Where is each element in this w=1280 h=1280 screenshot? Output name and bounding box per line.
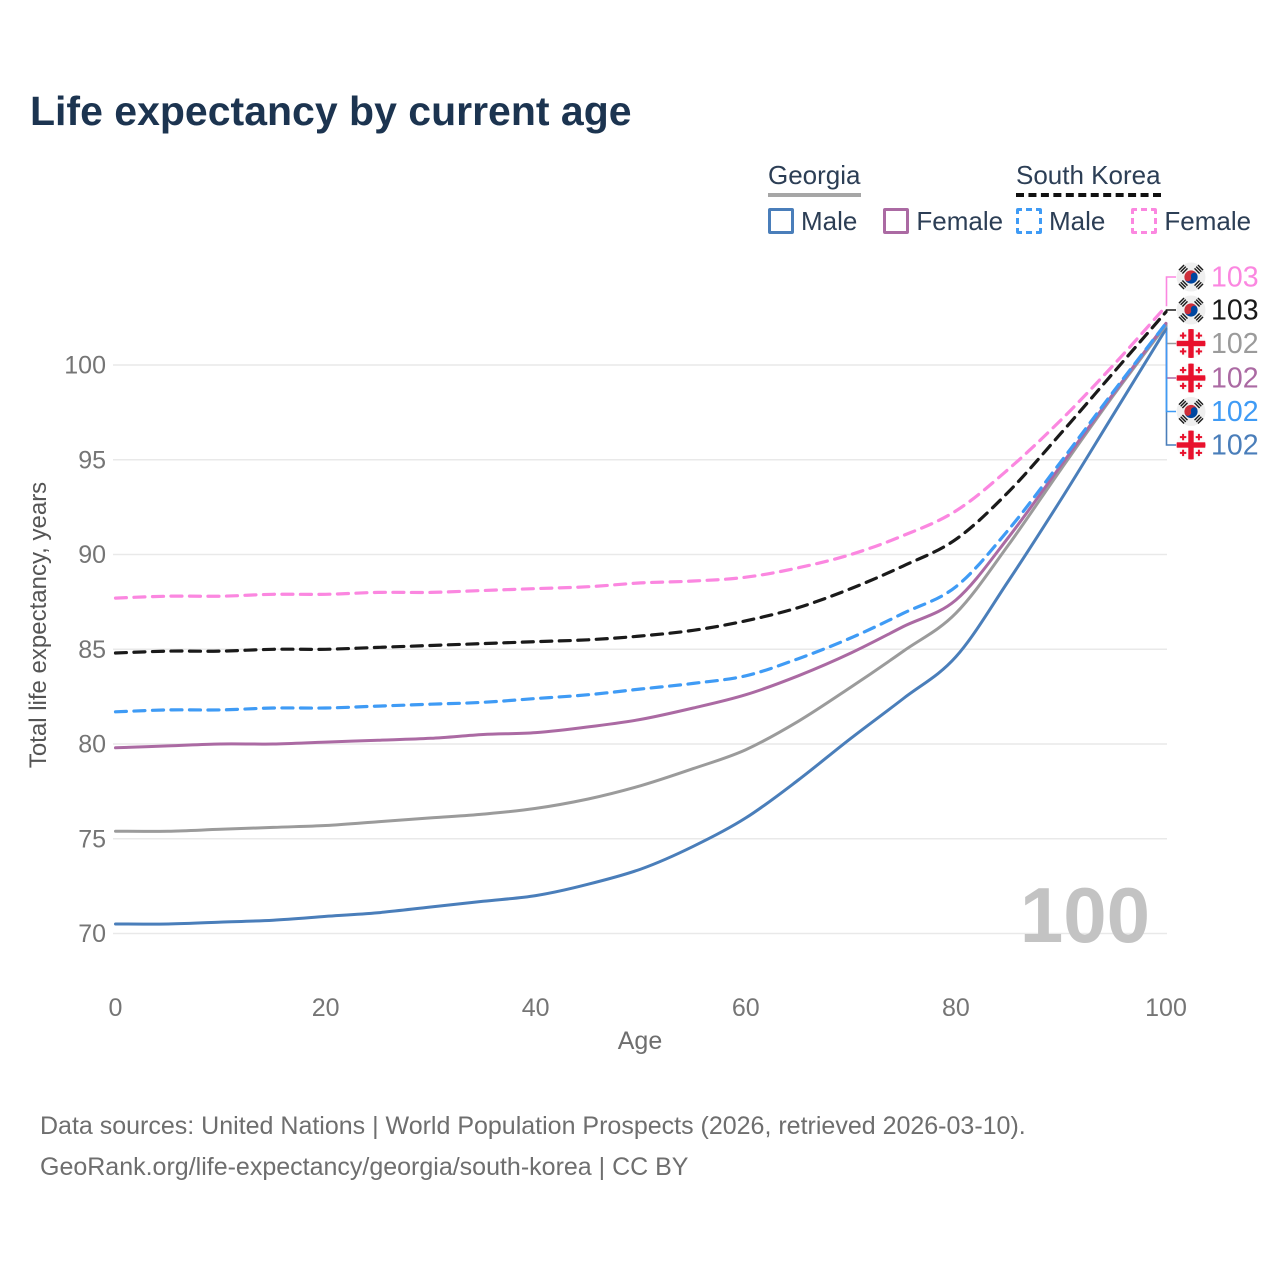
series-line-south-korea-male[interactable] <box>113 321 1168 714</box>
legend-row-georgia: Male Female <box>768 206 1003 237</box>
end-value-label-south-korea-female: 103 <box>1211 262 1259 294</box>
georgia-female-swatch-icon <box>883 208 910 235</box>
legend-item-georgia-male[interactable]: Male <box>768 206 857 237</box>
x-axis-title: Age <box>618 1027 662 1055</box>
legend-row-south-korea: Male Female <box>1016 206 1251 237</box>
legend-south-korea-male-label: Male <box>1049 205 1106 236</box>
x-tick-20: 20 <box>312 994 340 1022</box>
connector-georgia-total <box>1165 325 1176 345</box>
footer: Data sources: United Nations | World Pop… <box>40 1106 1026 1187</box>
georgia-flag-icon-georgia-total <box>1176 329 1206 358</box>
x-tick-60: 60 <box>732 994 760 1022</box>
y-tick-100: 100 <box>64 352 106 380</box>
x-tick-40: 40 <box>522 994 550 1022</box>
georgia-flag-icon-georgia-male <box>1176 430 1206 460</box>
y-axis-title: Total life expectancy, years <box>25 482 52 768</box>
end-value-label-south-korea-male: 102 <box>1211 396 1259 428</box>
legend-item-south-korea-female[interactable]: Female <box>1131 206 1251 237</box>
end-value-label-georgia-total: 102 <box>1211 328 1259 360</box>
y-tick-80: 80 <box>78 731 106 759</box>
legend-item-south-korea-male[interactable]: Male <box>1016 206 1105 237</box>
footer-attribution-link: GeoRank.org/life-expectancy/georgia/sout… <box>40 1152 689 1181</box>
series-line-south-korea-female[interactable] <box>113 304 1168 600</box>
legend-group-south-korea: South Korea Male Female <box>1016 161 1251 237</box>
legend-georgia-label[interactable]: Georgia <box>768 161 861 197</box>
page-title: Life expectancy by current age <box>30 88 632 134</box>
end-label-connectors <box>1165 276 1176 446</box>
series-line-south-korea-total[interactable] <box>113 310 1168 655</box>
legend-georgia-male-label: Male <box>801 205 858 236</box>
georgia-flag-icon-georgia-female <box>1176 363 1206 393</box>
footer-data-sources: Data sources: United Nations | World Pop… <box>40 1112 1026 1140</box>
connector-georgia-male <box>1165 329 1176 446</box>
end-value-label-georgia-female: 102 <box>1211 363 1259 395</box>
y-tick-95: 95 <box>78 446 106 474</box>
y-tick-70: 70 <box>78 920 106 948</box>
legend-group-georgia: Georgia Male Female <box>768 161 1003 237</box>
x-tick-0: 0 <box>109 994 123 1022</box>
x-tick-80: 80 <box>942 994 970 1022</box>
legend-item-georgia-female[interactable]: Female <box>883 206 1003 237</box>
x-tick-100: 100 <box>1145 994 1187 1022</box>
y-tick-75: 75 <box>78 825 106 853</box>
connector-georgia-female <box>1165 323 1176 379</box>
south-korea-flag-icon-south-korea-total <box>1176 295 1206 325</box>
end-value-label-georgia-male: 102 <box>1211 430 1259 462</box>
south-korea-male-swatch-icon <box>1016 208 1042 235</box>
series-line-georgia-total[interactable] <box>114 323 1168 833</box>
georgia-male-swatch-icon <box>768 208 794 235</box>
south-korea-female-swatch-icon <box>1131 208 1158 235</box>
series-lines <box>113 304 1168 926</box>
series-line-georgia-female[interactable] <box>114 321 1168 750</box>
end-value-label-south-korea-total: 103 <box>1211 295 1259 327</box>
legend-south-korea-female-label: Female <box>1164 205 1252 236</box>
series-line-georgia-male[interactable] <box>114 327 1168 926</box>
connector-south-korea-total <box>1165 309 1176 312</box>
legend: Georgia Male Female South Korea Male <box>0 0 1280 250</box>
south-korea-flag-icon-south-korea-male <box>1176 397 1206 426</box>
legend-georgia-female-label: Female <box>916 205 1004 236</box>
watermark-age-label: 100 <box>1020 871 1150 959</box>
y-tick-90: 90 <box>78 541 106 569</box>
connector-south-korea-male <box>1165 323 1176 413</box>
connector-south-korea-female <box>1165 276 1176 307</box>
y-tick-85: 85 <box>78 636 106 664</box>
legend-south-korea-label[interactable]: South Korea <box>1016 161 1161 197</box>
south-korea-flag-icon-south-korea-female <box>1176 262 1206 292</box>
